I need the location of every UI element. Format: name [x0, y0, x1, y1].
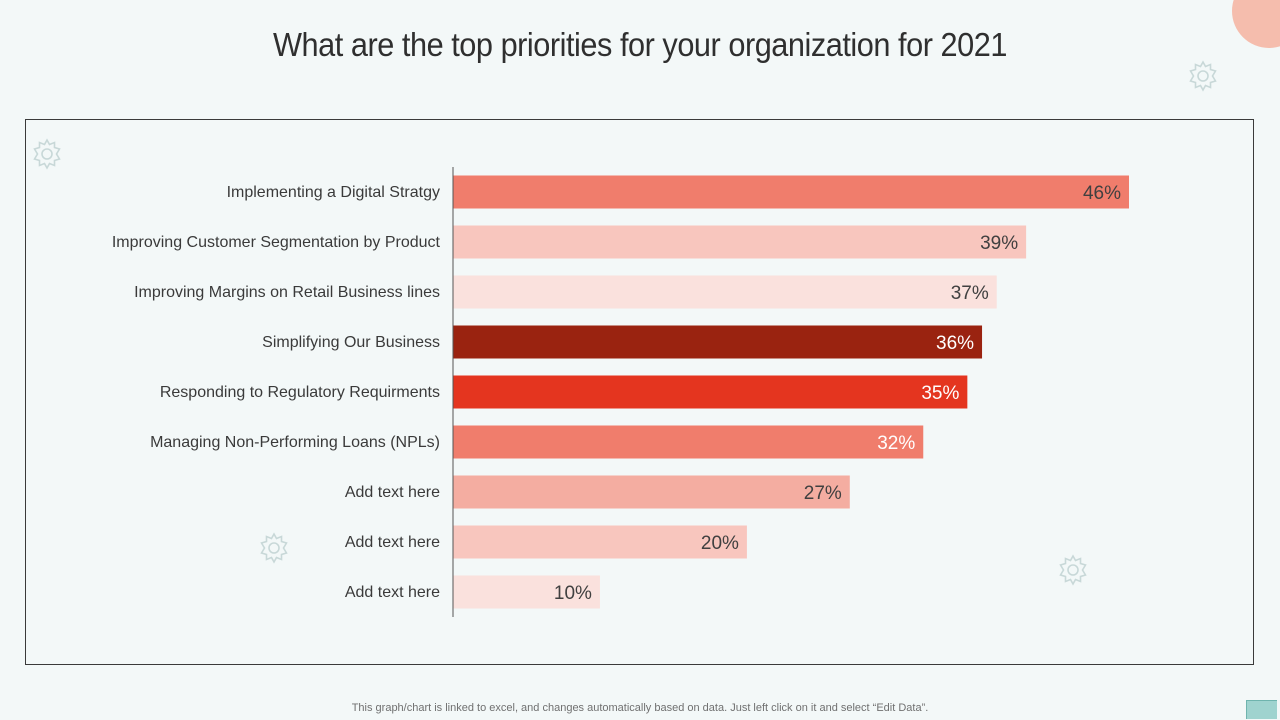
- gear-icon: [260, 532, 288, 564]
- bar[interactable]: [453, 525, 747, 559]
- category-label: Add text here: [345, 484, 440, 501]
- bar[interactable]: [453, 425, 924, 459]
- category-label: Improving Customer Segmentation by Produ…: [112, 234, 441, 251]
- data-label: 35%: [921, 383, 959, 404]
- gear-icon: [33, 138, 61, 170]
- data-label: 10%: [554, 583, 592, 604]
- category-label: Improving Margins on Retail Business lin…: [134, 284, 440, 301]
- data-label: 32%: [877, 433, 915, 454]
- footnote: This graph/chart is linked to excel, and…: [351, 702, 929, 714]
- page-title: What are the top priorities for your org…: [273, 26, 1007, 63]
- category-label: Managing Non-Performing Loans (NPLs): [150, 434, 440, 451]
- category-label: Responding to Regulatory Requirments: [160, 384, 440, 401]
- category-label: Add text here: [345, 534, 440, 551]
- bar[interactable]: [453, 175, 1129, 209]
- data-label: 36%: [936, 333, 974, 354]
- bar[interactable]: [453, 275, 997, 309]
- corner-tab: [1246, 700, 1277, 719]
- chart-frame[interactable]: [25, 119, 1254, 665]
- category-label: Add text here: [345, 584, 440, 601]
- data-label: 46%: [1083, 183, 1121, 204]
- gear-icon: [1059, 554, 1087, 586]
- bar[interactable]: [453, 225, 1027, 259]
- category-label: Implementing a Digital Stratgy: [227, 184, 440, 201]
- data-label: 27%: [804, 483, 842, 504]
- gear-icon: [1189, 60, 1217, 92]
- data-label: 20%: [701, 533, 739, 554]
- data-label: 39%: [980, 233, 1018, 254]
- data-label: 37%: [951, 283, 989, 304]
- bar[interactable]: [453, 375, 968, 409]
- bar[interactable]: [453, 325, 983, 359]
- bar[interactable]: [453, 575, 600, 609]
- bar[interactable]: [453, 475, 850, 509]
- category-label: Simplifying Our Business: [262, 334, 440, 351]
